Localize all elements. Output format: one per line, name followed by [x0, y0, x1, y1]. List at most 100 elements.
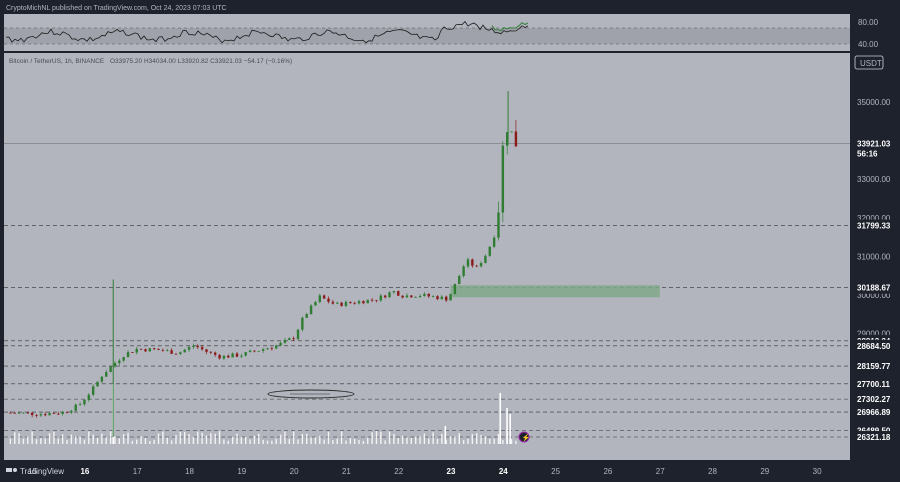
tradingview-logo-icon [6, 468, 17, 472]
candle-body [231, 353, 234, 358]
currency-button[interactable] [854, 55, 884, 70]
level-label: 26321.18 [857, 433, 891, 442]
candle-body [414, 296, 417, 298]
volume-bar [362, 440, 365, 444]
level-label: 28159.77 [857, 362, 891, 371]
volume-bar [183, 432, 186, 444]
volume-bar [245, 436, 247, 444]
volume-bar [114, 436, 116, 444]
volume-bar [149, 440, 151, 444]
annotation-ellipse[interactable] [267, 389, 355, 399]
volume-bar [484, 436, 487, 444]
volume-bar [371, 432, 373, 444]
candle-body [314, 302, 317, 306]
volume-bar [480, 435, 482, 444]
candle-body [209, 351, 213, 353]
volume-bar [201, 432, 203, 444]
time-tick: 26 [603, 467, 612, 476]
time-tick: 17 [133, 467, 142, 476]
volume-bar [197, 431, 199, 444]
svg-text:⚡: ⚡ [522, 433, 531, 442]
candle-body [362, 301, 365, 304]
volume-bar [214, 433, 216, 444]
volume-bar [157, 433, 160, 444]
candle-body [392, 291, 396, 293]
candle-body [183, 349, 186, 353]
candle-body [152, 348, 156, 350]
candle-body [431, 296, 435, 297]
time-axis[interactable] [0, 460, 900, 482]
candle-body [349, 301, 352, 303]
candle-body [288, 338, 291, 340]
candle-body [78, 404, 82, 406]
candle-body [427, 293, 430, 297]
volume-bar [327, 431, 330, 444]
volume-bar [136, 439, 138, 444]
time-tick: 27 [656, 467, 665, 476]
level-label-bg [853, 431, 899, 444]
volume-bar [288, 438, 290, 444]
volume-bar [131, 440, 134, 444]
volume-bar [31, 431, 33, 444]
volume-bar [458, 433, 460, 444]
volume-bar [367, 437, 369, 444]
volume-bar [140, 436, 142, 444]
volume-bar [48, 433, 51, 444]
candle-body [174, 353, 178, 355]
volume-spike [499, 393, 502, 444]
volume-bar [92, 434, 94, 444]
price-axis[interactable] [850, 53, 900, 460]
candle-body [296, 329, 300, 340]
candle-body [214, 352, 217, 355]
candle-body [401, 295, 404, 298]
indicator-band [4, 28, 850, 44]
volume-bar [467, 438, 469, 444]
volume-bar [410, 437, 413, 444]
candle-body [248, 350, 252, 353]
candle-body [283, 339, 287, 343]
level-label: 27700.11 [857, 380, 890, 389]
demand-zone[interactable] [450, 285, 660, 298]
candle-body [74, 404, 77, 411]
volume-bar [79, 436, 81, 444]
volume-bar [436, 438, 439, 444]
volume-bar [393, 433, 395, 444]
volume-bar [502, 440, 504, 444]
candle-body [449, 294, 452, 301]
candle-body [375, 299, 378, 301]
volume-bar [88, 431, 90, 444]
volume-bar [336, 438, 338, 444]
volume-bar [384, 440, 386, 444]
lightning-icon[interactable]: ⚡ [518, 431, 531, 443]
volume-bar [345, 440, 347, 444]
volume-bar [310, 437, 312, 444]
level-label-bg [853, 377, 899, 390]
time-tick: 15 [28, 467, 37, 476]
current-price-bg [853, 137, 899, 160]
volume-bar [340, 431, 343, 444]
volume-bar [266, 440, 269, 444]
volume-bar [249, 439, 251, 444]
indicator-tick-80: 80.00 [858, 18, 879, 27]
candle-body [87, 394, 91, 400]
volume-bar [449, 436, 452, 444]
volume-bar [323, 439, 325, 444]
volume-bar [18, 433, 20, 444]
volume-bar [66, 440, 68, 444]
candle-body [327, 298, 330, 302]
candle-body [105, 371, 108, 377]
volume-bar [253, 435, 256, 444]
volume-bar [227, 440, 229, 444]
candle-body [440, 296, 444, 300]
volume-bar [44, 438, 46, 444]
volume-bar [349, 437, 352, 444]
volume-bar [510, 439, 513, 444]
candle-body [462, 266, 465, 276]
volume-bar [279, 434, 282, 444]
volume-bar [127, 432, 129, 444]
candle-body [9, 412, 12, 414]
candle-body [471, 259, 474, 266]
candle-body [126, 352, 130, 358]
volume-bar [462, 440, 465, 444]
